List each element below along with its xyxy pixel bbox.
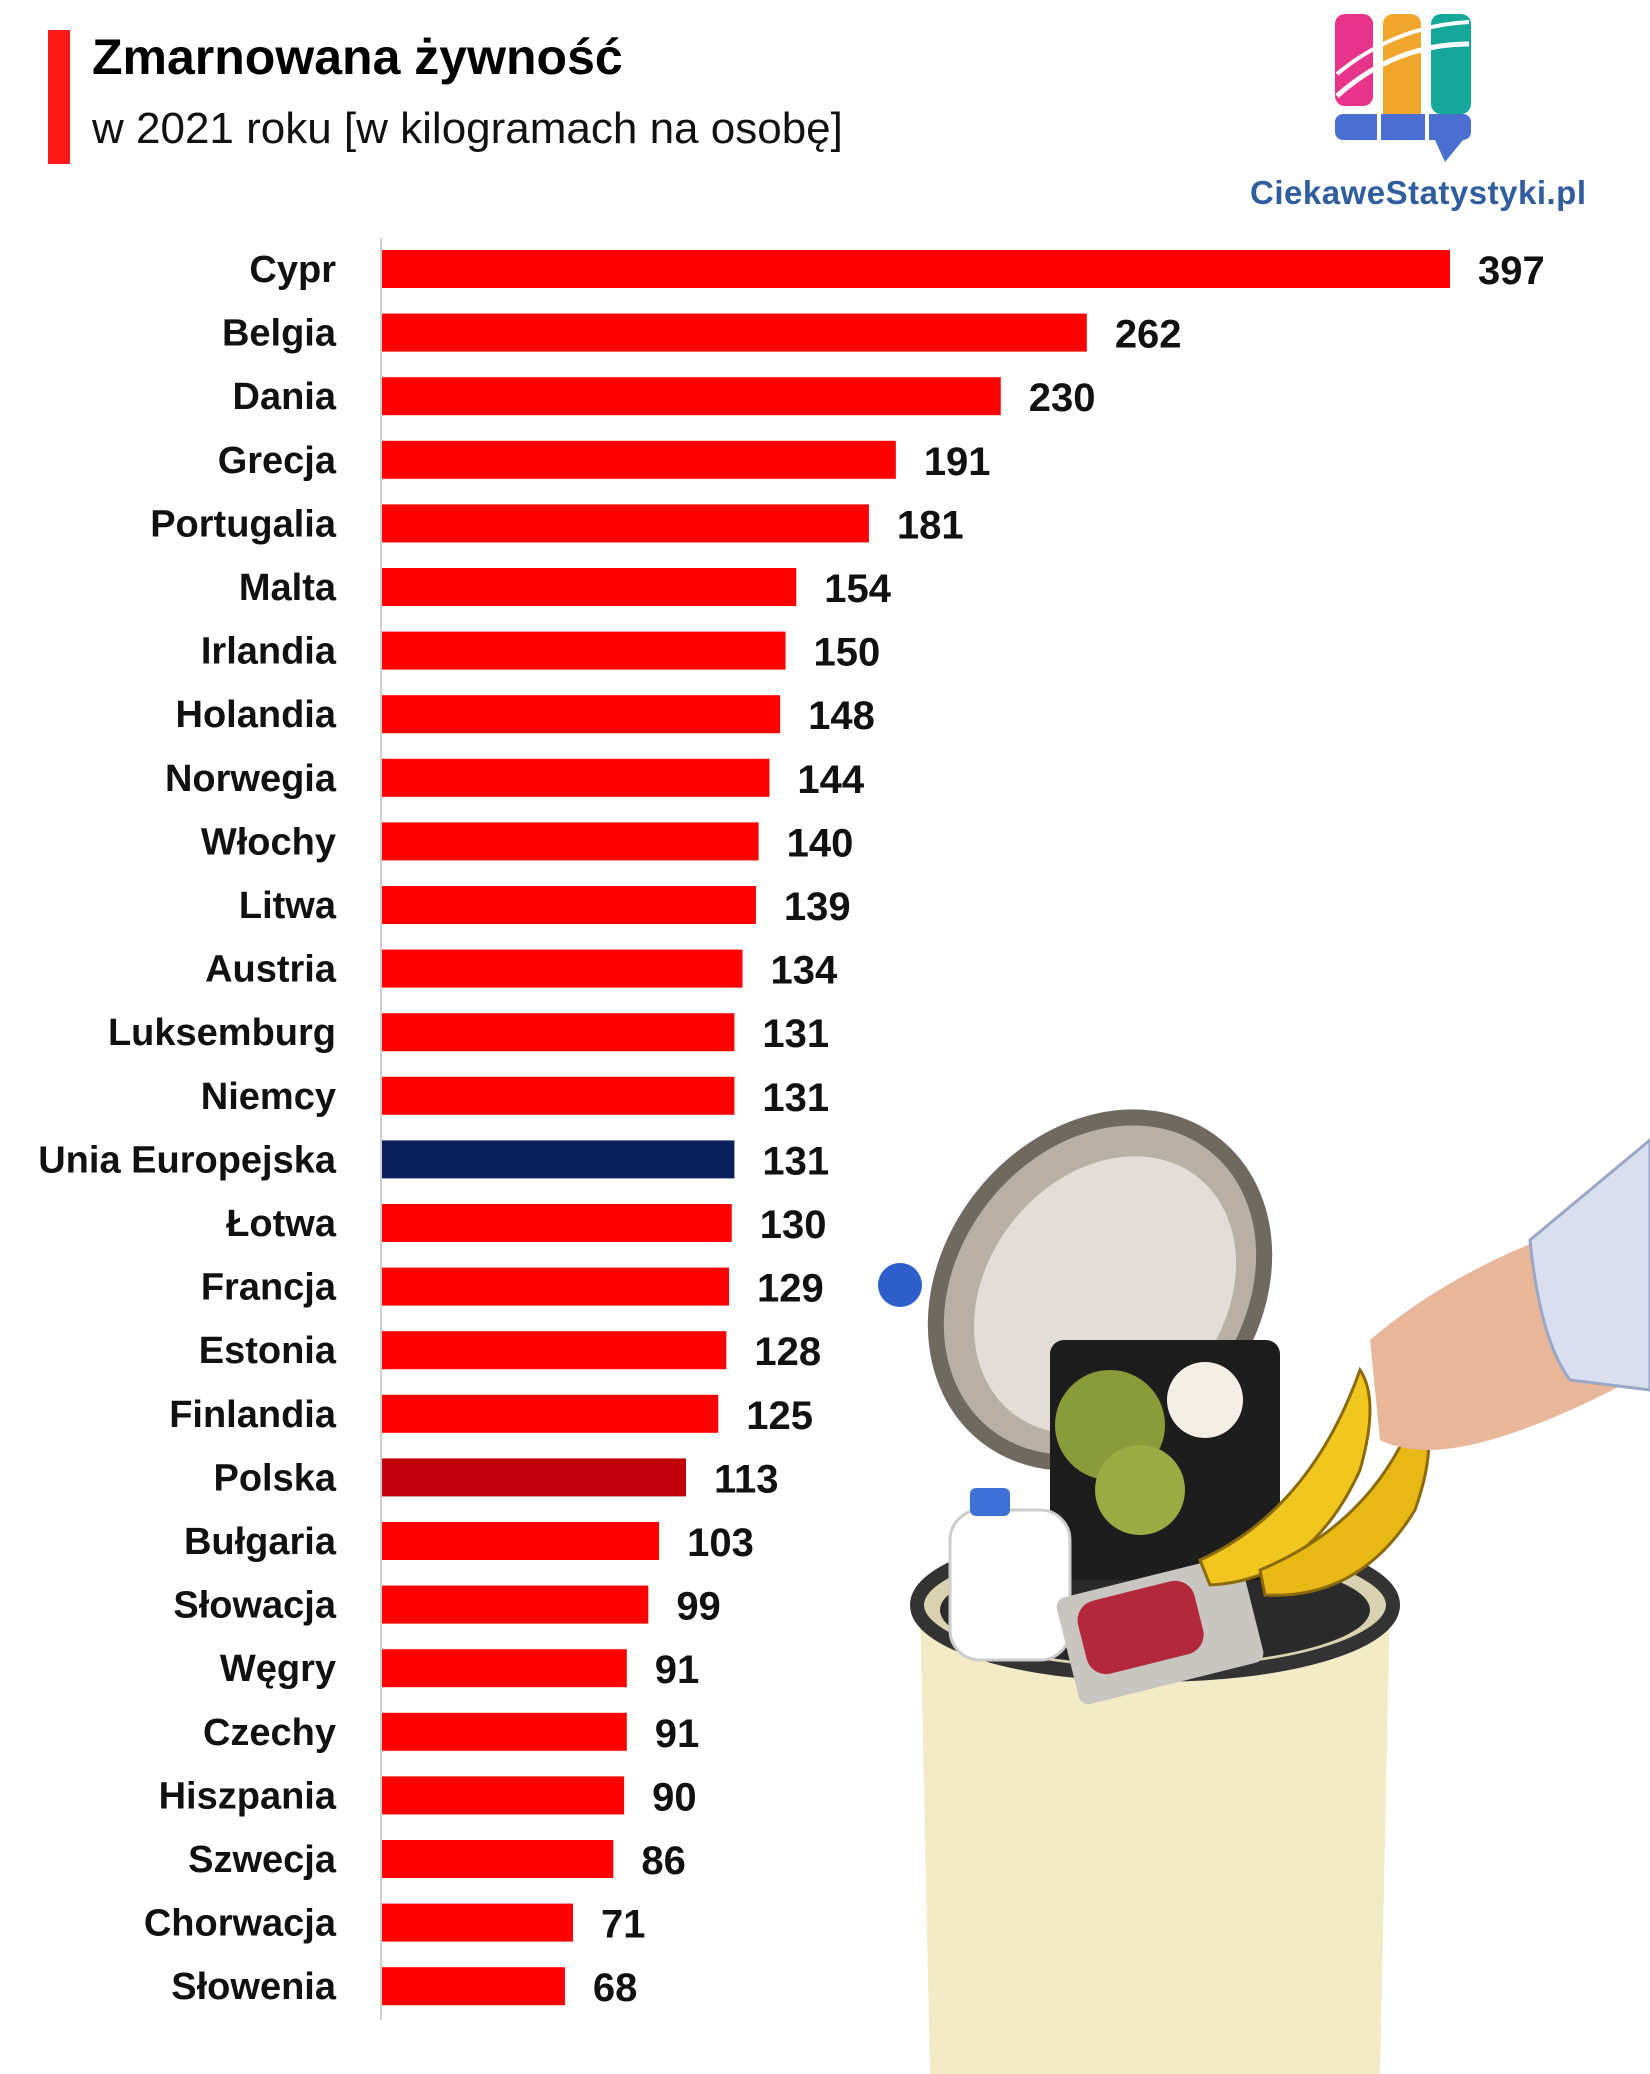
data-label: 99 (676, 1585, 721, 1629)
category-label: Norwegia (165, 758, 337, 800)
bar (382, 886, 756, 924)
bar (382, 1712, 627, 1751)
data-label: 230 (1029, 376, 1096, 420)
chart-title: Zmarnowana żywność (92, 29, 623, 85)
data-label: 181 (897, 503, 964, 547)
data-label: 154 (824, 567, 891, 611)
data-label: 125 (746, 1394, 813, 1438)
data-label: 113 (714, 1457, 779, 1501)
bar (382, 1394, 719, 1433)
bar (382, 250, 1450, 288)
category-label: Holandia (176, 694, 337, 736)
category-label: Dania (233, 376, 337, 418)
data-label: 131 (762, 1076, 829, 1120)
bar (382, 1967, 565, 2006)
bar (382, 758, 770, 797)
data-label: 128 (754, 1330, 821, 1374)
brand-logo-icon (1335, 14, 1471, 162)
data-label: 139 (784, 885, 851, 929)
data-label: 134 (770, 949, 837, 993)
category-label: Chorwacja (144, 1903, 337, 1945)
data-label: 150 (814, 631, 881, 675)
data-label: 262 (1115, 313, 1182, 357)
bar (382, 1522, 660, 1560)
category-label: Włochy (201, 821, 336, 863)
trash-bin-illustration (878, 1109, 1650, 2074)
chart-subtitle: w 2021 roku [w kilogramach na osobę] (92, 104, 843, 153)
data-label: 86 (641, 1839, 686, 1883)
category-label: Niemcy (201, 1076, 336, 1118)
bar (382, 377, 1001, 416)
bar (382, 822, 759, 861)
category-label: Czechy (203, 1712, 336, 1754)
category-label: Polska (213, 1457, 336, 1499)
bar (382, 631, 786, 670)
data-label: 103 (687, 1521, 754, 1565)
data-label: 71 (601, 1903, 646, 1947)
data-label: 191 (924, 440, 991, 484)
title-accent-bar (48, 30, 70, 164)
data-label: 140 (787, 821, 854, 865)
category-label: Łotwa (226, 1203, 337, 1245)
data-label: 131 (762, 1012, 829, 1056)
data-label: 130 (760, 1203, 827, 1247)
bar (382, 1204, 732, 1242)
data-label: 144 (797, 758, 864, 802)
category-label: Estonia (199, 1330, 337, 1372)
category-label: Francja (201, 1267, 337, 1309)
bar (382, 1140, 735, 1179)
category-label: Słowacja (173, 1585, 336, 1627)
bar (382, 695, 781, 734)
bar (382, 1458, 686, 1497)
data-label: 91 (655, 1712, 700, 1756)
y-axis-line (380, 238, 382, 2020)
category-label: Unia Europejska (38, 1139, 337, 1181)
bar (382, 1267, 730, 1306)
bar (382, 1585, 649, 1624)
category-label: Cypr (249, 249, 336, 291)
data-label: 129 (757, 1267, 824, 1311)
bar (382, 949, 743, 988)
bar (382, 1331, 727, 1370)
data-label: 131 (762, 1139, 829, 1183)
data-label: 91 (655, 1648, 700, 1692)
bar (382, 568, 797, 606)
brand-name: CiekaweStatystyki.pl (1250, 174, 1587, 211)
category-label: Belgia (222, 313, 337, 355)
category-label: Hiszpania (159, 1775, 337, 1817)
category-label: Litwa (239, 885, 337, 927)
bar (382, 1840, 614, 1878)
category-label: Szwecja (188, 1839, 337, 1881)
data-label: 90 (652, 1775, 697, 1819)
data-label: 148 (808, 694, 875, 738)
bar (382, 440, 896, 479)
category-label: Węgry (220, 1648, 336, 1690)
bar (382, 313, 1087, 352)
data-label: 397 (1478, 249, 1545, 293)
category-label: Irlandia (201, 631, 337, 673)
category-label: Austria (205, 949, 337, 991)
bar (382, 1076, 735, 1115)
category-label: Finlandia (169, 1394, 337, 1436)
bar (382, 1903, 574, 1942)
category-label: Luksemburg (108, 1012, 336, 1054)
category-label: Grecja (218, 440, 337, 482)
bar (382, 1776, 625, 1815)
bar (382, 1013, 735, 1052)
category-label: Portugalia (150, 503, 337, 545)
category-label: Bułgaria (184, 1521, 337, 1563)
bar (382, 1649, 627, 1688)
category-label: Słowenia (171, 1966, 337, 2008)
category-label: Malta (239, 567, 337, 609)
bar (382, 504, 869, 543)
data-label: 68 (593, 1966, 638, 2010)
